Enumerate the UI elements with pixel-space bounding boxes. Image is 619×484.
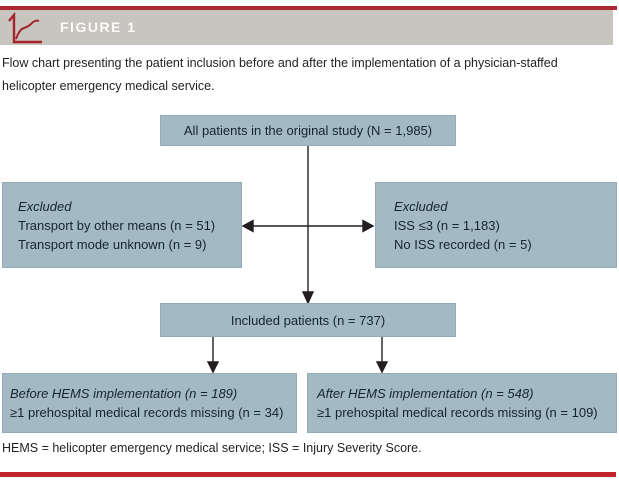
flow-box-included-text: Included patients (n = 737) xyxy=(230,312,386,328)
figure-header: FIGURE 1 xyxy=(0,10,613,45)
flow-box-all-patients-text: All patients in the original study (N = … xyxy=(183,123,433,138)
flow-box-excluded-iss: Excluded ISS ≤3 (n = 1,183) No ISS recor… xyxy=(375,182,617,268)
top-rule xyxy=(0,6,617,10)
excluded-line: ISS ≤3 (n = 1,183) xyxy=(394,217,500,233)
flow-box-after-hems: After HEMS implementation (n = 548) ≥1 p… xyxy=(307,373,617,433)
flow-box-excluded-transport: Excluded Transport by other means (n = 5… xyxy=(2,182,242,268)
flow-box-all-patients: All patients in the original study (N = … xyxy=(160,115,456,146)
figure-label: FIGURE 1 xyxy=(60,19,137,35)
flow-box-included: Included patients (n = 737) xyxy=(160,303,456,337)
after-hems-title: After HEMS implementation (n = 548) xyxy=(317,386,534,401)
flow-box-before-hems: Before HEMS implementation (n = 189) ≥1 … xyxy=(2,373,297,433)
excluded-title: Excluded xyxy=(18,198,72,214)
after-hems-line: ≥1 prehospital medical records missing (… xyxy=(317,405,598,420)
figure-footnote: HEMS = helicopter emergency medical serv… xyxy=(2,441,422,455)
excluded-line: No ISS recorded (n = 5) xyxy=(394,236,532,252)
excluded-title: Excluded xyxy=(394,198,448,214)
bottom-rule xyxy=(0,472,616,477)
figure-caption: Flow chart presenting the patient inclus… xyxy=(2,56,558,93)
excluded-line: Transport mode unknown (n = 9) xyxy=(18,236,207,252)
line-chart-icon xyxy=(8,11,46,44)
excluded-line: Transport by other means (n = 51) xyxy=(18,217,216,233)
before-hems-line: ≥1 prehospital medical records missing (… xyxy=(10,405,284,420)
before-hems-title: Before HEMS implementation (n = 189) xyxy=(10,386,238,401)
